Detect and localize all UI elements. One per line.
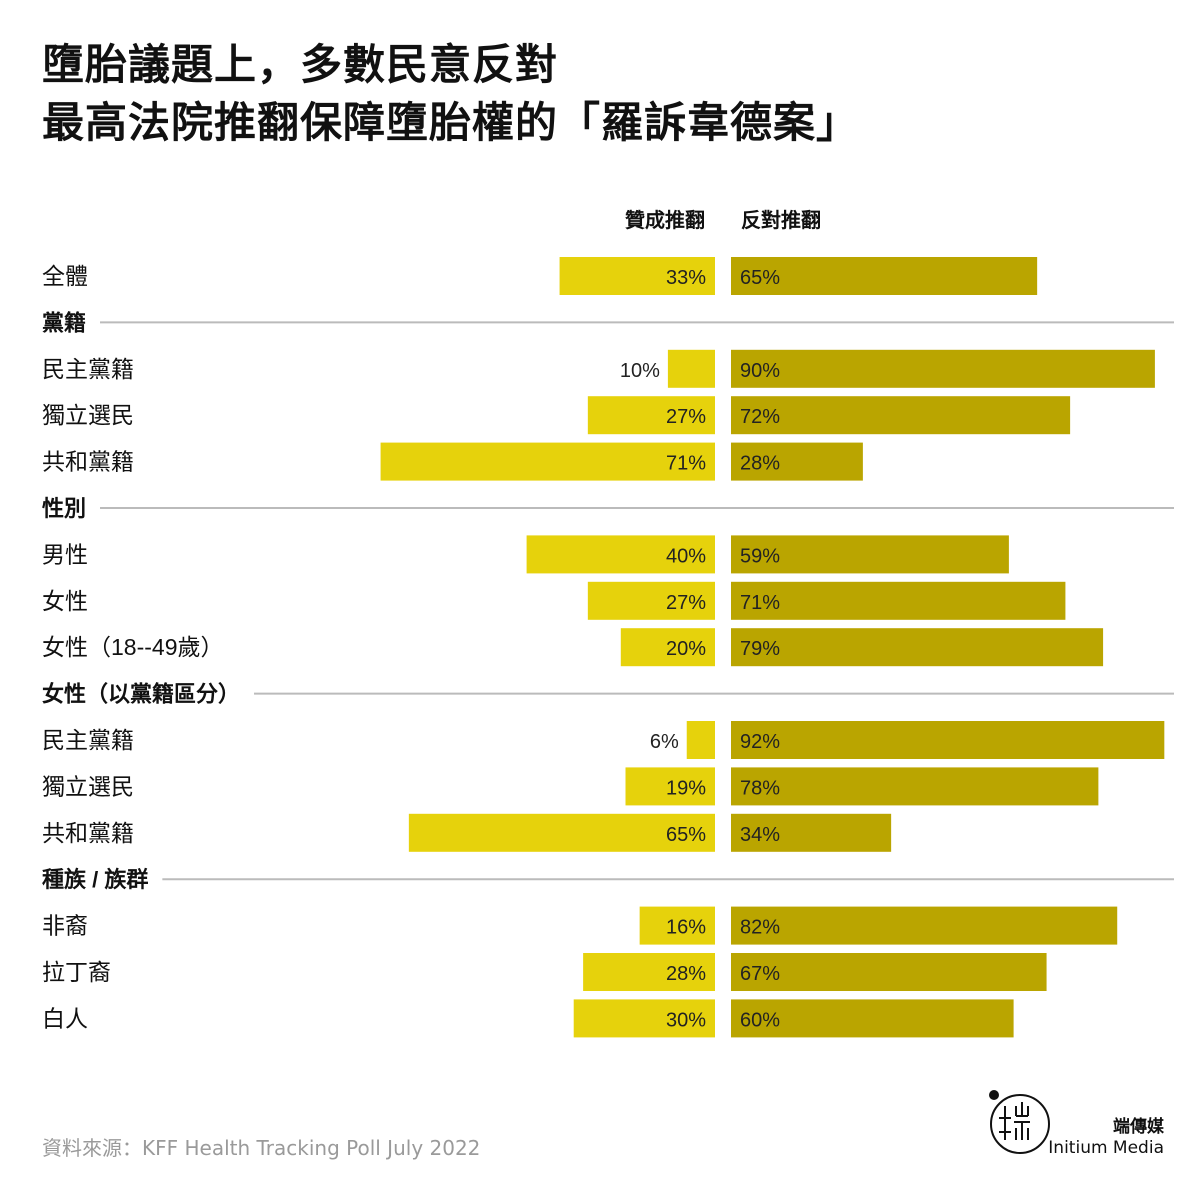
bar-oppose (731, 999, 1014, 1038)
row-label: 女性（18--49歲） (42, 634, 223, 660)
bar-oppose (731, 721, 1165, 759)
value-label-support: 40% (666, 545, 706, 567)
bar-support (559, 257, 715, 295)
bar-oppose (731, 906, 1118, 945)
row-label: 白人 (42, 1005, 88, 1031)
row-label: 拉丁裔 (42, 959, 111, 985)
value-label-oppose: 71% (740, 592, 780, 614)
bar-support (408, 813, 715, 852)
bar-support (573, 999, 715, 1038)
value-label-oppose: 65% (740, 267, 780, 289)
bar-oppose (731, 628, 1104, 667)
bar-support (583, 953, 715, 991)
bar-oppose (731, 581, 1066, 620)
bar-oppose (731, 349, 1155, 388)
logo-name-en: Initium Media (1048, 1138, 1164, 1158)
value-label-oppose: 92% (740, 731, 780, 753)
value-label-support: 28% (666, 963, 706, 985)
bar-support (686, 721, 715, 759)
bar-oppose (731, 813, 892, 852)
row-label: 獨立選民 (42, 402, 134, 428)
value-label-oppose: 67% (740, 963, 780, 985)
value-label-support: 19% (666, 777, 706, 799)
value-label-support: 27% (666, 592, 706, 614)
logo-name-cn: 端傳媒 (1113, 1117, 1164, 1137)
value-label-support: 65% (666, 824, 706, 846)
bar-support (667, 349, 715, 388)
bar-oppose (731, 396, 1071, 435)
value-label-support: 27% (666, 406, 706, 428)
initium-media-logo: 端傳媒 Initium Media (964, 1086, 1164, 1166)
value-label-oppose: 60% (740, 1009, 780, 1031)
value-label-support: 33% (666, 267, 706, 289)
bar-oppose (731, 442, 863, 481)
row-label: 共和黨籍 (42, 449, 134, 475)
value-label-oppose: 34% (740, 824, 780, 846)
legend-oppose: 反對推翻 (741, 208, 821, 232)
section-label: 種族 / 族群 (42, 867, 148, 892)
row-label: 全體 (42, 263, 88, 289)
bar-support (639, 906, 715, 945)
row-label: 民主黨籍 (42, 356, 134, 382)
bar-support (620, 628, 715, 667)
title-line-1: 墮胎議題上，多數民意反對 (42, 40, 559, 89)
bar-oppose (731, 257, 1038, 295)
bar-oppose (731, 953, 1047, 991)
bar-support (625, 767, 715, 806)
value-label-support: 71% (666, 453, 706, 475)
value-label-support: 6% (650, 731, 679, 753)
value-label-support: 10% (620, 360, 660, 382)
bar-support (526, 535, 715, 574)
title-line-2: 最高法院推翻保障墮胎權的「羅訴韋德案」 (42, 98, 860, 147)
row-label: 獨立選民 (42, 773, 134, 799)
row-label: 女性 (42, 588, 88, 614)
section-label: 女性（以黨籍區分） (42, 682, 240, 707)
bar-support (587, 581, 715, 620)
bar-oppose (731, 535, 1009, 574)
bar-oppose (731, 767, 1099, 806)
row-label: 民主黨籍 (42, 727, 134, 753)
value-label-oppose: 82% (740, 917, 780, 939)
value-label-support: 30% (666, 1009, 706, 1031)
value-label-oppose: 59% (740, 545, 780, 567)
value-label-oppose: 90% (740, 360, 780, 382)
source-note: 資料來源：KFF Health Tracking Poll July 2022 (42, 1136, 481, 1160)
row-label: 非裔 (42, 913, 88, 939)
row-label: 共和黨籍 (42, 820, 134, 846)
section-label: 性別 (42, 496, 86, 521)
section-label: 黨籍 (42, 310, 86, 335)
chart-title: 墮胎議題上，多數民意反對 最高法院推翻保障墮胎權的「羅訴韋德案」 (42, 36, 1142, 152)
value-label-support: 20% (666, 638, 706, 660)
row-label: 男性 (42, 541, 88, 567)
bar-support (380, 442, 715, 481)
value-label-oppose: 79% (740, 638, 780, 660)
value-label-oppose: 78% (740, 777, 780, 799)
value-label-support: 16% (666, 917, 706, 939)
bar-support (587, 396, 715, 435)
value-label-oppose: 72% (740, 406, 780, 428)
initium-logo-icon (989, 1090, 1050, 1154)
legend-support: 贊成推翻 (625, 208, 705, 232)
value-label-oppose: 28% (740, 453, 780, 475)
